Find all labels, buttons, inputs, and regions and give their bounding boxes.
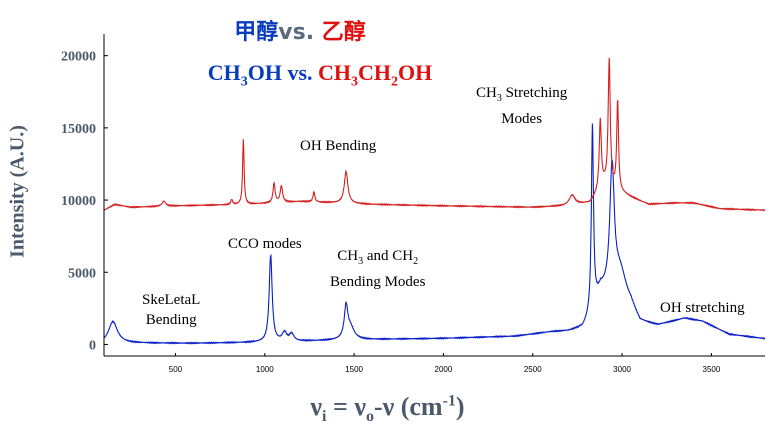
series-line-ethanol	[104, 57, 766, 212]
y-tick-label: 20000	[61, 50, 96, 65]
y-ticks: 0 5000 10000 15000 20000	[61, 50, 108, 353]
y-axis-label: Intensity (A.U.)	[6, 125, 29, 258]
annotation-oh-bending: OH Bending	[300, 138, 377, 154]
x-axis-label: νi = νo-ν (cm-1)	[310, 392, 465, 426]
y-tick-label: 0	[89, 338, 96, 353]
annotation-cco-modes: CCO modes	[228, 236, 302, 252]
title-cn-vs: vs.	[278, 20, 322, 45]
title-chinese: 甲醇vs. 乙醇	[0, 14, 600, 46]
x-tick-label: 3000	[613, 365, 631, 374]
y-tick-label: 5000	[68, 266, 96, 281]
annotation-skeletal-bending: SkeLetaL Bending	[142, 292, 201, 328]
series-line-methanol	[103, 123, 766, 345]
title-formula-ethanol: CH3CH2OH	[318, 60, 433, 90]
x-tick-label: 500	[169, 365, 183, 374]
x-tick-label: 2000	[435, 365, 453, 374]
title-cn-ethanol: 乙醇	[321, 20, 366, 45]
y-tick-label: 15000	[61, 122, 96, 137]
y-tick-label: 10000	[61, 194, 96, 209]
annotation-ch3-stretching: CH3 Stretching Modes	[476, 85, 568, 127]
title-cn-methanol: 甲醇	[234, 20, 279, 45]
title-formula-methanol: CH3OH	[207, 60, 282, 90]
title-formula: CH3OH vs. CH3CH2OH	[120, 60, 520, 90]
x-tick-label: 1500	[345, 365, 363, 374]
x-tick-label: 3500	[703, 365, 721, 374]
title-formula-vs: vs.	[281, 60, 319, 85]
plot-lines	[103, 57, 766, 345]
annotation-ch3-ch2-bending: CH3 and CH2 Bending Modes	[330, 248, 426, 290]
annotation-oh-stretching: OH stretching	[660, 300, 745, 316]
x-tick-label: 1000	[256, 365, 274, 374]
x-tick-label: 2500	[524, 365, 542, 374]
x-ticks: 500 1000 1500 2000 2500 3000 3500	[169, 353, 721, 374]
